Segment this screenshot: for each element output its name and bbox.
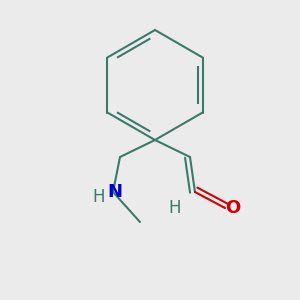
Text: O: O	[225, 199, 241, 217]
Text: H: H	[169, 199, 181, 217]
Text: N: N	[107, 183, 122, 201]
Text: H: H	[93, 188, 105, 206]
